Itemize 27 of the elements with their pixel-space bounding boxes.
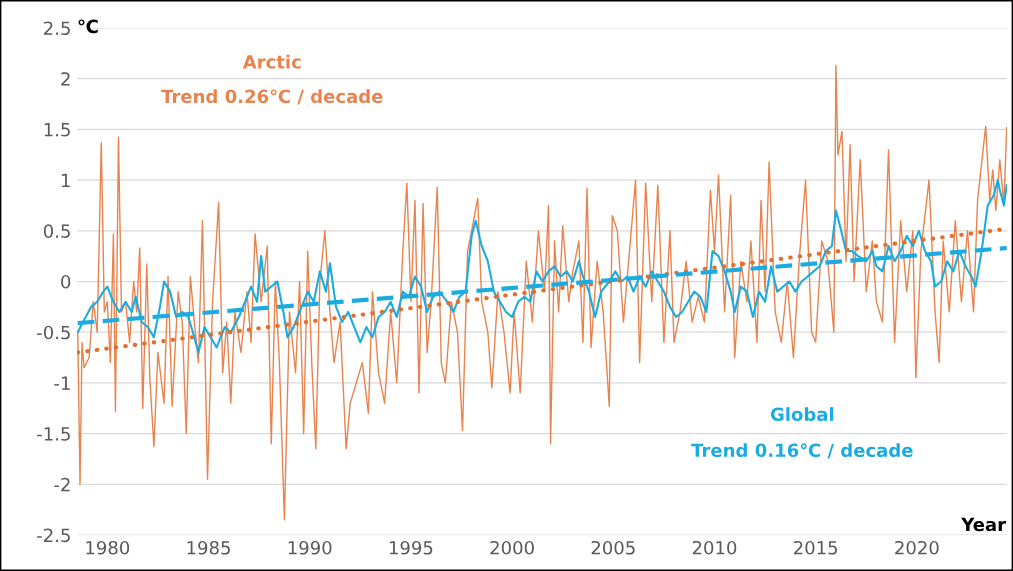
- x-tick-label: 2020: [895, 540, 939, 555]
- y-tick-label: -1.5: [37, 427, 70, 441]
- x-tick-label: 1980: [86, 540, 130, 555]
- y-tick-label: 1.5: [44, 123, 70, 137]
- x-tick-label: 2005: [591, 540, 635, 555]
- line-series: [76, 179, 1007, 354]
- annotation: Trend 0.16℃ / decade: [691, 443, 913, 459]
- text: Global: [770, 407, 834, 422]
- y-tick-label: -2: [54, 477, 70, 492]
- text: Arctic: [242, 54, 301, 69]
- y-tick-label: 2: [61, 72, 70, 86]
- y-tick-label: -1: [54, 376, 70, 390]
- x-tick-label: 2010: [692, 540, 737, 555]
- y-tick-label: 0: [61, 274, 71, 289]
- annotation: Trend 0.26℃ / decade: [161, 89, 383, 105]
- y-tick-label: 1: [61, 173, 70, 187]
- y-tick-label: 0.5: [43, 224, 70, 238]
- x-tick-label: 2000: [490, 540, 534, 555]
- x-tick-label: 1995: [389, 540, 433, 555]
- y-tick-label: -2.5: [37, 528, 70, 543]
- x-tick-label: 1985: [187, 540, 230, 555]
- x-tick-label: 1990: [288, 540, 332, 555]
- y-axis-title: ℃: [78, 19, 98, 34]
- y-tick-label: 2.5: [44, 21, 70, 36]
- x-axis-title: Year: [961, 517, 1006, 532]
- x-tick-label: 2015: [794, 540, 838, 555]
- y-tick-label: -0.5: [37, 325, 70, 340]
